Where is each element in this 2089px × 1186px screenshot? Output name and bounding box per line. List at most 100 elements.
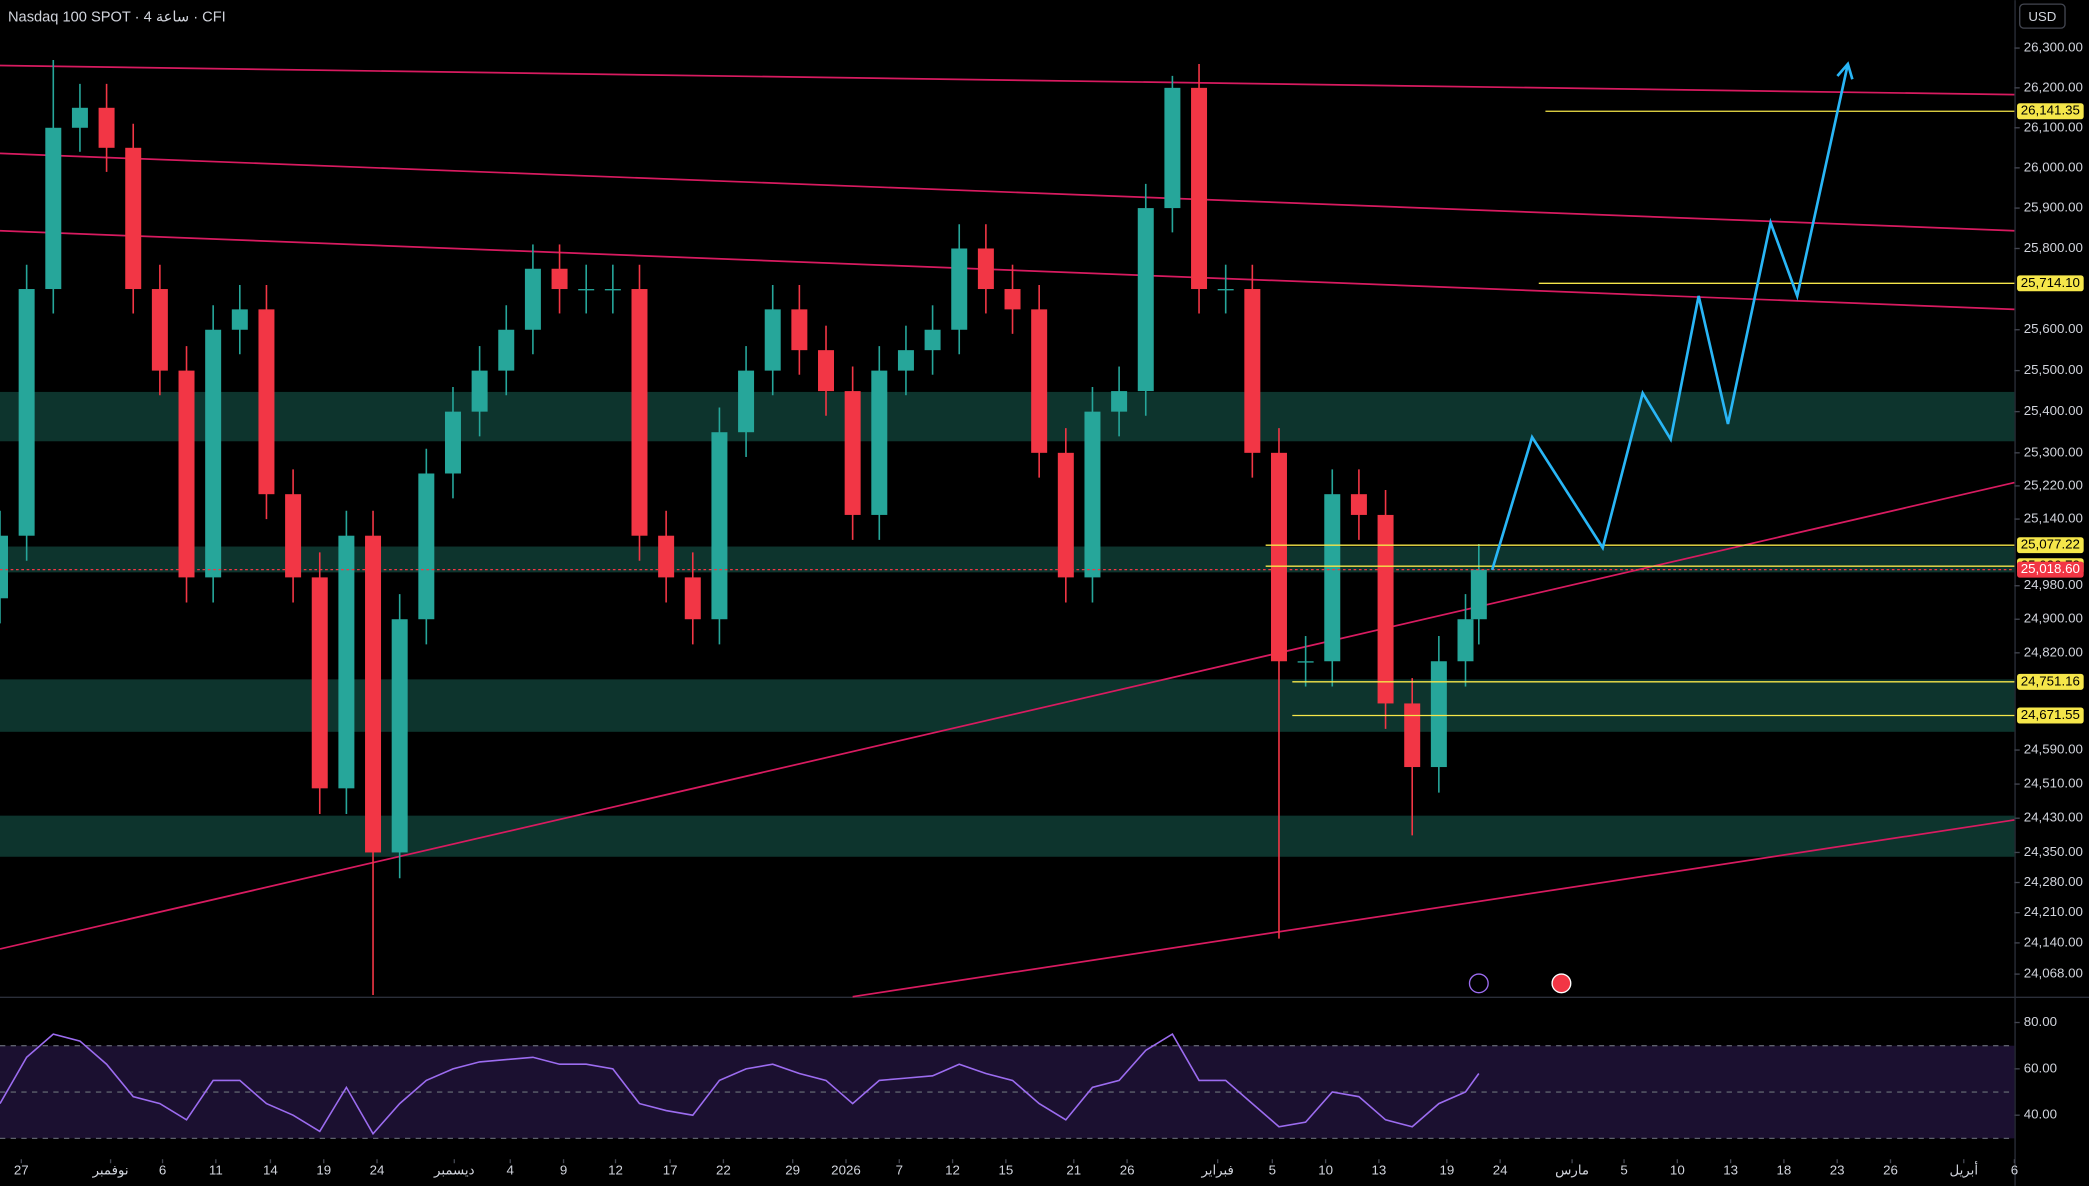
y-tick-label: 24,590.00: [2024, 742, 2083, 757]
price-tag-label: 25,077.22: [2021, 537, 2080, 552]
price-tag-label: 24,751.16: [2021, 673, 2080, 688]
candle-body: [45, 127, 62, 290]
candle-body: [738, 370, 755, 433]
y-tick-label: 25,220.00: [2024, 477, 2083, 492]
price-tag: [2017, 673, 2084, 690]
flag-icon[interactable]: [1551, 973, 1572, 994]
candle-body: [1457, 619, 1474, 662]
candle-body: [1057, 452, 1074, 578]
x-tick-label: 7: [896, 1163, 903, 1178]
candle-body: [818, 350, 835, 392]
x-tick-label: 6: [2011, 1163, 2018, 1178]
x-tick-label: 15: [998, 1163, 1013, 1178]
candle-body: [578, 289, 595, 291]
candle-body: [924, 329, 941, 351]
x-tick-label: 9: [560, 1163, 567, 1178]
y-tick-label: 25,600.00: [2024, 321, 2083, 336]
rsi-tick-label: 60.00: [2024, 1060, 2057, 1075]
y-tick-label: 25,400.00: [2024, 403, 2083, 418]
price-tag: [2017, 561, 2084, 578]
y-tick-label: 25,300.00: [2024, 444, 2083, 459]
x-tick-label: 5: [1620, 1163, 1627, 1178]
candle-body: [977, 248, 994, 290]
x-tick-label: 4: [507, 1163, 515, 1178]
x-tick-label: 10: [1318, 1163, 1333, 1178]
projection-arrowhead: [1836, 61, 1854, 80]
currency-label[interactable]: USD: [2028, 9, 2056, 24]
currency-button[interactable]: [2019, 3, 2066, 29]
candle-body: [684, 577, 701, 620]
candle-body: [658, 535, 675, 578]
zone: [0, 679, 2015, 732]
candle-body: [71, 107, 88, 128]
x-tick-label: فبراير: [1200, 1163, 1233, 1179]
candle-body: [1350, 494, 1367, 515]
candle-body: [1377, 514, 1394, 704]
price-tag-label: 25,018.60: [2021, 561, 2080, 576]
x-tick-label: 21: [1066, 1163, 1081, 1178]
candle-body: [1297, 661, 1314, 663]
x-tick-label: 29: [785, 1163, 800, 1178]
candle-body: [1244, 289, 1261, 453]
candle-body: [444, 411, 461, 474]
price-tag: [2017, 103, 2084, 120]
candle-body: [258, 309, 275, 495]
x-tick-label: 27: [14, 1163, 29, 1178]
x-tick-label: 24: [370, 1163, 385, 1178]
x-tick-label: 26: [1883, 1163, 1898, 1178]
candle-body: [1191, 87, 1208, 290]
y-tick-label: 24,430.00: [2024, 810, 2083, 825]
candle-body: [285, 494, 302, 578]
candle-body: [178, 370, 195, 578]
zone: [0, 546, 2015, 573]
x-tick-label: 6: [159, 1163, 166, 1178]
price-tag: [2017, 275, 2084, 292]
y-tick-label: 24,900.00: [2024, 611, 2083, 626]
candle-body: [1470, 569, 1487, 620]
candle-body: [205, 329, 222, 578]
candle-body: [365, 535, 382, 853]
rsi-line: [0, 1032, 1480, 1136]
y-tick-label: 26,300.00: [2024, 40, 2083, 55]
candle-body: [391, 619, 408, 853]
y-tick-label: 26,100.00: [2024, 119, 2083, 134]
x-tick-label: ديسمبر: [433, 1163, 475, 1179]
x-tick-label: 24: [1493, 1163, 1508, 1178]
candle-body: [1404, 703, 1421, 768]
y-tick-label: 24,068.00: [2024, 966, 2083, 981]
zone: [0, 815, 2015, 857]
candle-body: [1270, 452, 1287, 662]
x-tick-label: 13: [1371, 1163, 1386, 1178]
candle-body: [338, 535, 355, 789]
rsi-tick-label: 40.00: [2024, 1107, 2057, 1122]
candle-body: [1004, 289, 1021, 310]
x-tick-label: 12: [608, 1163, 623, 1178]
candle-body: [471, 370, 488, 412]
trendline: [0, 229, 2015, 311]
price-tag-label: 24,671.55: [2021, 707, 2080, 722]
x-tick-label: 11: [209, 1163, 223, 1178]
event-icon[interactable]: [1468, 973, 1489, 994]
candle-body: [791, 309, 808, 351]
candle-body: [1324, 494, 1341, 662]
x-tick-label: 12: [945, 1163, 960, 1178]
candle-body: [1164, 87, 1181, 209]
trendline: [852, 819, 2015, 998]
candle-body: [18, 289, 35, 536]
trendline: [0, 152, 2015, 232]
candle-body: [1137, 208, 1154, 392]
y-tick-label: 24,510.00: [2024, 776, 2083, 791]
y-tick-label: 25,900.00: [2024, 200, 2083, 215]
x-tick-label: 26: [1120, 1163, 1135, 1178]
candle-body: [897, 350, 914, 371]
x-tick-label: 14: [263, 1163, 278, 1178]
candle-body: [1430, 661, 1447, 768]
x-tick-label: 2026: [831, 1163, 861, 1178]
x-tick-label: 10: [1670, 1163, 1685, 1178]
y-tick-label: 24,280.00: [2024, 874, 2083, 889]
candle-body: [231, 309, 248, 330]
x-tick-label: 19: [316, 1163, 331, 1178]
price-tag-label: 25,714.10: [2021, 275, 2080, 290]
